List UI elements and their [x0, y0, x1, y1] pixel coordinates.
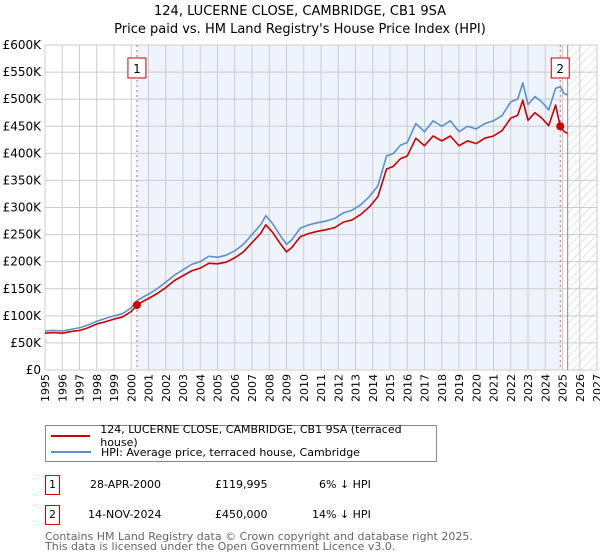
x-tick-label: 2018: [436, 374, 449, 402]
x-tick-label: 2022: [505, 374, 518, 402]
sale-badge: 1: [45, 475, 60, 495]
y-tick-label: £0: [26, 363, 41, 377]
y-tick-label: £100K: [3, 309, 43, 323]
x-tick-label: 1997: [74, 374, 87, 402]
x-tick-label: 2019: [453, 374, 466, 402]
x-tick-label: 2006: [229, 374, 242, 402]
x-tick-label: 2023: [522, 374, 535, 402]
x-tick-label: 2003: [177, 374, 190, 402]
x-tick-label: 2015: [384, 374, 397, 402]
legend-swatch-blue: [51, 451, 91, 453]
price-chart: 1995 1996 1997 1998 1999 2000 2001 2002 2003 2004…: [3, 38, 600, 402]
x-tick-label: 2026: [574, 374, 587, 402]
x-tick-label: 2013: [350, 374, 363, 402]
sale-row-2: 2 14-NOV-2024 £450,000 14% ↓ HPI: [45, 505, 445, 525]
sale-marker-label: 2: [556, 62, 564, 76]
y-tick-label: £150K: [3, 282, 43, 296]
legend-swatch-red: [51, 435, 91, 437]
x-tick-label: 2010: [298, 374, 311, 402]
y-tick-label: £250K: [3, 228, 43, 242]
y-tick-label: £600K: [3, 38, 43, 52]
y-tick-label: £500K: [3, 92, 43, 106]
sale-marker-box: [127, 57, 147, 79]
x-tick-label: 2005: [212, 374, 225, 402]
y-tick-label: £300K: [3, 201, 43, 215]
chart-legend: 124, LUCERNE CLOSE, CAMBRIDGE, CB1 9SA (…: [45, 423, 437, 462]
x-tick-label: 2009: [281, 374, 294, 402]
sale-date: 14-NOV-2024: [88, 508, 162, 521]
x-tick-label: 2024: [539, 374, 552, 402]
sale-price: £450,000: [215, 508, 268, 521]
footer-copyright: Contains HM Land Registry data © Crown c…: [45, 530, 473, 543]
sale-badge: 2: [45, 505, 60, 525]
sale-row-1: 1 28-APR-2000 £119,995 6% ↓ HPI: [45, 475, 445, 495]
legend-item-hpi: HPI: Average price, terraced house, Camb…: [51, 445, 360, 459]
footer-licence: This data is licensed under the Open Gov…: [45, 540, 396, 553]
sale-date: 28-APR-2000: [90, 478, 162, 491]
chart-subtitle: Price paid vs. HM Land Registry's House …: [114, 22, 486, 37]
y-tick-label: £200K: [3, 255, 43, 269]
x-tick-label: 2027: [591, 374, 600, 402]
x-tick-label: 2021: [488, 374, 501, 402]
x-tick-label: 2002: [160, 374, 173, 402]
hpi-line: [44, 82, 568, 332]
sale-point: [556, 122, 565, 131]
x-tick-label: 2016: [401, 374, 414, 402]
y-tick-label: £400K: [3, 146, 43, 160]
sale-marker-box: [550, 57, 570, 79]
legend-item-property: 124, LUCERNE CLOSE, CAMBRIDGE, CB1 9SA (…: [51, 423, 436, 449]
sale-delta: 6% ↓ HPI: [319, 478, 371, 491]
legend-label: 124, LUCERNE CLOSE, CAMBRIDGE, CB1 9SA (…: [100, 423, 402, 449]
sale-price: £119,995: [215, 478, 268, 491]
sale-point: [132, 301, 141, 310]
x-tick-label: 2000: [125, 374, 138, 402]
sale-marker-label: 1: [133, 62, 141, 76]
x-tick-label: 1995: [39, 374, 52, 402]
x-tick-label: 1998: [91, 374, 104, 402]
y-tick-label: £550K: [3, 65, 43, 79]
x-tick-label: 2014: [367, 374, 380, 402]
x-tick-label: 2017: [419, 374, 432, 402]
x-tick-label: 2007: [246, 374, 259, 402]
x-tick-label: 1996: [56, 374, 69, 402]
x-tick-label: 2008: [263, 374, 276, 402]
chart-title: 124, LUCERNE CLOSE, CAMBRIDGE, CB1 9SA: [154, 4, 446, 19]
x-tick-label: 2011: [315, 374, 328, 402]
legend-label: HPI: Average price, terraced house, Camb…: [101, 445, 360, 459]
y-tick-label: £350K: [3, 173, 43, 187]
sale-delta: 14% ↓ HPI: [312, 508, 371, 521]
x-tick-label: 2025: [557, 374, 570, 402]
x-tick-label: 2001: [143, 374, 156, 402]
y-tick-label: £50K: [10, 336, 42, 350]
x-tick-label: 2004: [194, 374, 207, 402]
x-tick-label: 1999: [108, 374, 121, 402]
y-tick-label: £450K: [3, 119, 43, 133]
x-tick-label: 2012: [332, 374, 345, 402]
x-tick-label: 2020: [470, 374, 483, 402]
